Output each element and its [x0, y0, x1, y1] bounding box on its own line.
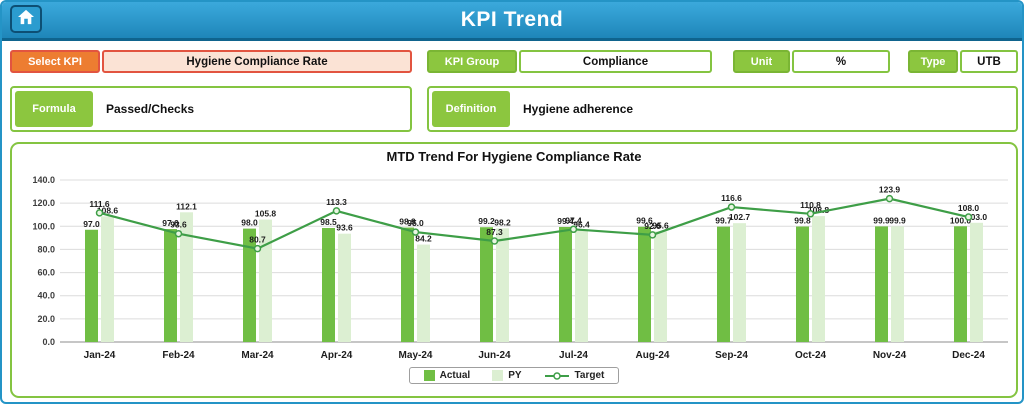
- svg-text:20.0: 20.0: [37, 314, 55, 324]
- formula-label: Formula: [15, 91, 93, 127]
- legend-swatch-py-icon: [492, 370, 504, 381]
- svg-text:103.0: 103.0: [966, 212, 988, 222]
- svg-text:108.0: 108.0: [958, 203, 980, 213]
- type-label: Type: [908, 50, 958, 73]
- trend-chart-panel: MTD Trend For Hygiene Compliance Rate 0.…: [10, 142, 1018, 398]
- svg-text:108.8: 108.8: [808, 205, 830, 215]
- svg-text:99.9: 99.9: [873, 215, 890, 225]
- legend-item-actual: Actual: [423, 370, 471, 381]
- svg-text:Jun-24: Jun-24: [478, 350, 511, 361]
- svg-text:0.0: 0.0: [42, 337, 55, 347]
- svg-text:123.9: 123.9: [879, 185, 901, 195]
- select-kpi-label: Select KPI: [10, 50, 100, 73]
- select-kpi-dropdown[interactable]: Hygiene Compliance Rate: [102, 50, 412, 73]
- chart-legend: Actual PY Target: [408, 367, 620, 384]
- svg-text:95.0: 95.0: [407, 218, 424, 228]
- svg-text:99.6: 99.6: [636, 216, 653, 226]
- svg-text:93.6: 93.6: [170, 220, 187, 230]
- header: KPI Trend: [2, 2, 1022, 41]
- trend-chart-svg: 0.0 20.0 40.0 60.0 80.0 100.0 120.0 140.0 97.0 10…: [32, 175, 1008, 361]
- svg-text:80.7: 80.7: [249, 235, 266, 245]
- definition-value: Hygiene adherence: [523, 102, 634, 116]
- svg-text:99.2: 99.2: [478, 216, 495, 226]
- svg-text:98.9: 98.9: [399, 217, 416, 227]
- kpi-group-label: KPI Group: [427, 50, 517, 73]
- definition-label: Definition: [432, 91, 510, 127]
- svg-text:98.5: 98.5: [320, 217, 337, 227]
- svg-text:Oct-24: Oct-24: [795, 350, 827, 361]
- svg-text:120.0: 120.0: [32, 198, 55, 208]
- svg-text:116.6: 116.6: [721, 193, 742, 203]
- legend-swatch-actual-icon: [423, 370, 435, 381]
- svg-text:Aug-24: Aug-24: [636, 350, 670, 361]
- definition-box: Definition Hygiene adherence: [427, 86, 1018, 132]
- unit-label: Unit: [733, 50, 790, 73]
- page-title: KPI Trend: [460, 8, 564, 31]
- svg-text:108.6: 108.6: [97, 205, 119, 215]
- svg-text:110.8: 110.8: [800, 200, 821, 210]
- svg-text:Mar-24: Mar-24: [241, 350, 274, 361]
- formula-value: Passed/Checks: [106, 102, 195, 116]
- svg-text:97.4: 97.4: [565, 215, 582, 225]
- svg-text:99.4: 99.4: [557, 216, 574, 226]
- unit-value: %: [792, 50, 890, 73]
- svg-text:Sep-24: Sep-24: [715, 350, 748, 361]
- svg-text:97.6: 97.6: [162, 218, 179, 228]
- svg-text:Jan-24: Jan-24: [84, 350, 116, 361]
- svg-text:93.6: 93.6: [336, 223, 353, 233]
- type-value: UTB: [960, 50, 1018, 73]
- svg-text:87.3: 87.3: [486, 227, 503, 237]
- svg-text:113.3: 113.3: [326, 197, 347, 207]
- svg-text:84.2: 84.2: [415, 234, 432, 244]
- svg-text:140.0: 140.0: [32, 175, 55, 185]
- svg-text:112.1: 112.1: [176, 201, 197, 211]
- svg-text:40.0: 40.0: [37, 291, 55, 301]
- svg-text:102.7: 102.7: [729, 212, 751, 222]
- svg-text:99.7: 99.7: [715, 216, 732, 226]
- svg-text:Dec-24: Dec-24: [952, 350, 985, 361]
- svg-text:80.0: 80.0: [37, 244, 55, 254]
- svg-text:98.0: 98.0: [241, 218, 258, 228]
- svg-text:95.6: 95.6: [652, 220, 669, 230]
- svg-text:97.0: 97.0: [83, 219, 100, 229]
- svg-text:105.8: 105.8: [255, 209, 277, 219]
- home-button[interactable]: [10, 5, 42, 33]
- svg-text:100.0: 100.0: [32, 221, 55, 231]
- home-icon: [17, 9, 35, 30]
- legend-item-py: PY: [492, 370, 522, 381]
- kpi-group-value: Compliance: [519, 50, 712, 73]
- svg-text:99.9: 99.9: [889, 215, 906, 225]
- svg-text:Feb-24: Feb-24: [162, 350, 195, 361]
- svg-text:Nov-24: Nov-24: [873, 350, 907, 361]
- svg-text:60.0: 60.0: [37, 268, 55, 278]
- svg-text:May-24: May-24: [399, 350, 433, 361]
- svg-text:99.8: 99.8: [794, 216, 811, 226]
- svg-text:Jul-24: Jul-24: [559, 350, 588, 361]
- svg-text:92.6: 92.6: [644, 221, 661, 231]
- legend-label-py: PY: [508, 370, 522, 381]
- legend-item-target: Target: [544, 370, 605, 381]
- svg-text:96.4: 96.4: [573, 219, 590, 229]
- formula-box: Formula Passed/Checks: [10, 86, 412, 132]
- legend-swatch-target-icon: [544, 371, 569, 380]
- svg-text:100.0: 100.0: [950, 215, 972, 225]
- legend-label-actual: Actual: [439, 370, 471, 381]
- chart-title: MTD Trend For Hygiene Compliance Rate: [386, 149, 642, 164]
- svg-text:98.2: 98.2: [494, 217, 511, 227]
- svg-text:Apr-24: Apr-24: [321, 350, 353, 361]
- svg-text:111.6: 111.6: [89, 199, 110, 209]
- legend-label-target: Target: [574, 370, 605, 381]
